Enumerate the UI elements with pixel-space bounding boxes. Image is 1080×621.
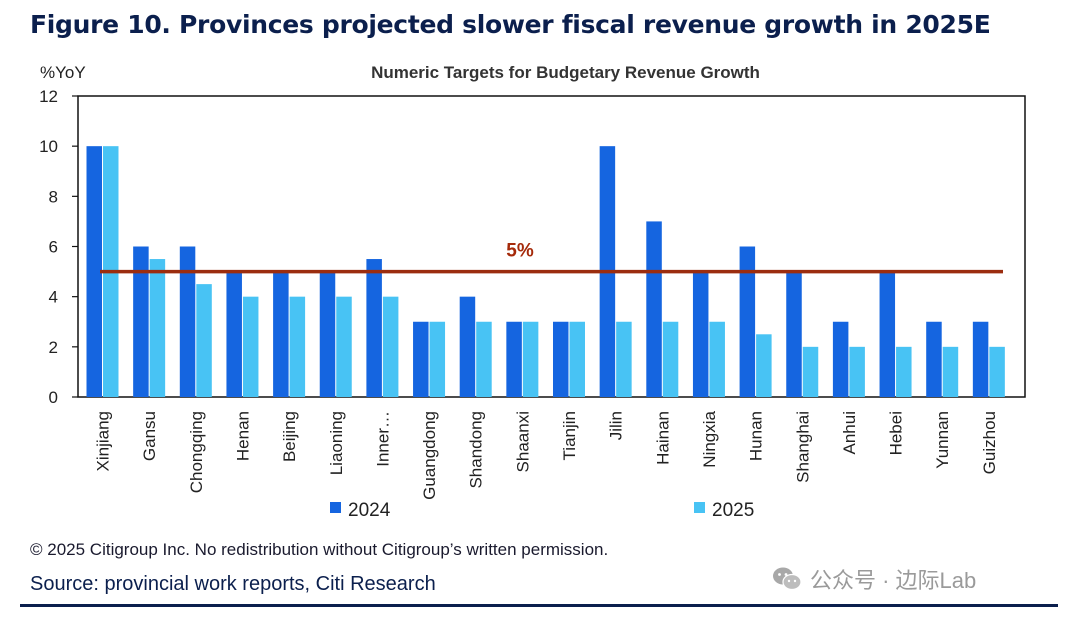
x-tick-label: Xinjiang <box>94 411 113 472</box>
x-tick-label: Jilin <box>607 411 626 440</box>
x-tick-label: Shanghai <box>793 411 812 483</box>
y-tick-label: 6 <box>49 238 58 257</box>
y-axis-label: %YoY <box>40 63 86 82</box>
y-tick-label: 4 <box>49 288 58 307</box>
legend-label-2025: 2025 <box>712 500 754 521</box>
x-tick-label: Beijing <box>280 411 299 462</box>
watermark-text: 公众号 · 边际Lab <box>810 568 977 593</box>
y-tick-label: 12 <box>39 87 58 106</box>
bar-2024 <box>459 296 476 397</box>
bar-2025 <box>569 321 585 397</box>
x-tick-label: Gansu <box>140 411 159 461</box>
x-tick-label: Shaanxi <box>513 411 532 472</box>
bar-2025 <box>149 259 166 397</box>
bar-2025 <box>429 321 446 397</box>
reference-line-group: 5% <box>100 241 1003 274</box>
reference-line-label: 5% <box>506 241 534 262</box>
bottom-rule <box>20 604 1058 607</box>
watermark: 公众号 · 边际Lab <box>772 563 976 595</box>
bar-2025 <box>242 296 259 397</box>
bar-2025 <box>802 346 819 397</box>
y-tick-label: 0 <box>49 388 58 407</box>
bar-2025 <box>989 346 1005 397</box>
bar-2025 <box>849 346 865 397</box>
wechat-icon <box>773 567 802 591</box>
x-axis-labels: Xinjiang Gansu Chongqing Henan Beijing Liaoni… <box>94 410 999 499</box>
x-tick-label: Hebei <box>887 411 906 455</box>
bar-chart: Numeric Targets for Budgetary Revenue Gr… <box>39 63 1026 521</box>
bar-2025 <box>336 296 352 397</box>
x-tick-label: Anhui <box>840 411 859 454</box>
bar-2024 <box>832 321 849 397</box>
bar-2024 <box>926 321 942 397</box>
x-tick-label: Guizhou <box>980 411 999 474</box>
bar-2025 <box>709 321 725 397</box>
bar-2024 <box>506 321 522 397</box>
bar-2024 <box>646 221 662 397</box>
bar-2024 <box>273 271 289 397</box>
bar-2025 <box>616 321 632 397</box>
legend-swatch-2024 <box>330 502 341 513</box>
bar-2025 <box>196 284 212 397</box>
x-tick-label: Chongqing <box>187 411 206 493</box>
bar-2024 <box>319 271 336 397</box>
bar-2025 <box>522 321 539 397</box>
bar-2024 <box>366 259 382 397</box>
legend-swatch-2025 <box>694 502 705 513</box>
bar-2025 <box>289 296 306 397</box>
y-tick-label: 2 <box>49 338 58 357</box>
x-tick-label: Shandong <box>467 411 486 489</box>
bar-2025 <box>476 321 492 397</box>
bars <box>86 146 1005 397</box>
bar-2025 <box>662 321 679 397</box>
x-tick-label: Henan <box>233 411 252 461</box>
bar-2025 <box>896 346 912 397</box>
y-tick-label: 10 <box>39 137 58 156</box>
legend: 2024 2025 <box>330 500 754 521</box>
x-tick-label: Inner… <box>373 411 392 467</box>
x-tick-label: Ningxia <box>700 410 719 467</box>
y-axis-ticks: 0 2 4 6 8 10 12 <box>39 87 78 407</box>
bar-2024 <box>86 146 102 397</box>
bar-2024 <box>133 246 149 397</box>
bar-2024 <box>786 271 802 397</box>
bar-2024 <box>692 271 709 397</box>
x-tick-label: Guangdong <box>420 411 439 500</box>
bar-2025 <box>382 296 399 397</box>
x-tick-label: Yunnan <box>933 411 952 469</box>
bar-2024 <box>879 271 896 397</box>
chart-title: Numeric Targets for Budgetary Revenue Gr… <box>371 63 760 82</box>
legend-label-2024: 2024 <box>348 500 391 521</box>
x-tick-label: Tianjin <box>560 411 579 460</box>
figure-title: Figure 10. Provinces projected slower fi… <box>30 10 991 39</box>
x-tick-label: Liaoning <box>327 411 346 475</box>
bar-2025 <box>756 334 772 397</box>
copyright-note: © 2025 Citigroup Inc. No redistribution … <box>30 540 609 559</box>
bar-2025 <box>942 346 959 397</box>
bar-2024 <box>739 246 756 397</box>
bar-2024 <box>226 271 242 397</box>
source-note: Source: provincial work reports, Citi Re… <box>30 573 436 595</box>
x-tick-label: Hainan <box>653 411 672 465</box>
bar-2024 <box>972 321 989 397</box>
x-tick-label: Hunan <box>747 411 766 461</box>
y-tick-label: 8 <box>49 187 58 206</box>
bar-2024 <box>413 321 429 397</box>
bar-2024 <box>553 321 569 397</box>
bar-2024 <box>179 246 196 397</box>
